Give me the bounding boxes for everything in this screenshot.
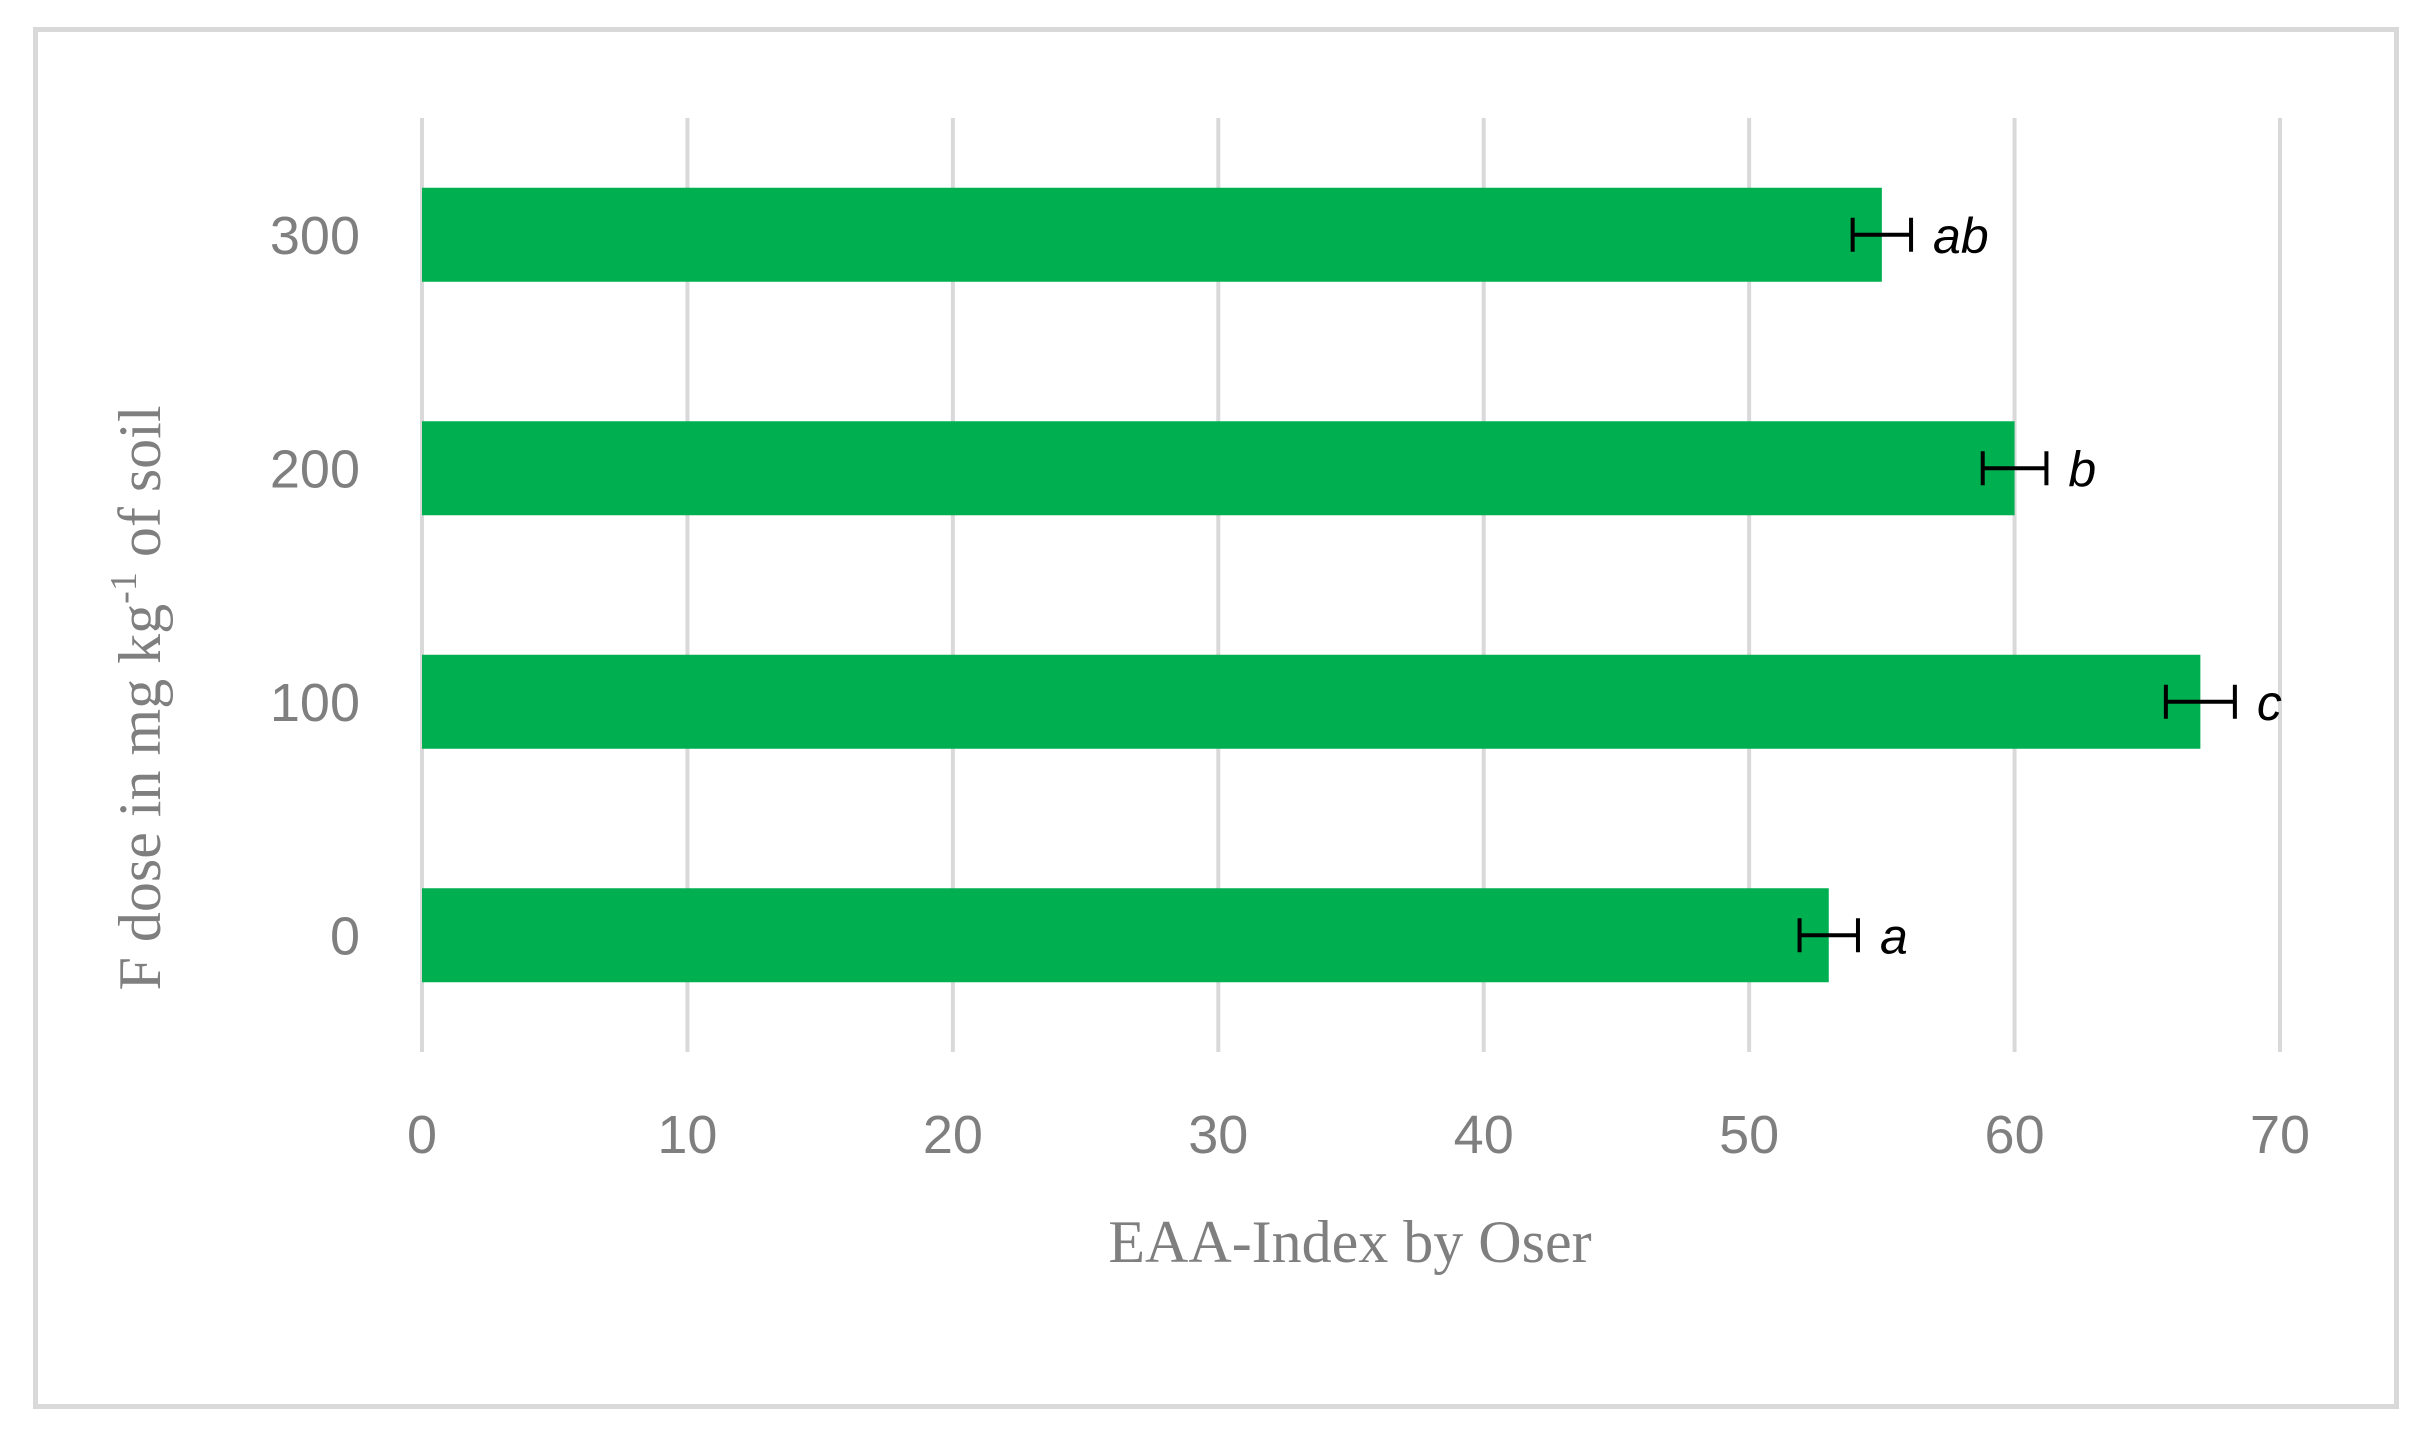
significance-label: c: [2257, 675, 2282, 731]
x-axis-title: EAA-Index by Oser: [1108, 1209, 1591, 1275]
error-bars: [1797, 217, 2237, 953]
error-bar: [1850, 217, 1914, 252]
bar: [422, 421, 2015, 516]
y-tick-labels: 0 100 200 300: [270, 206, 360, 967]
y-axis-title-superscript: -1: [103, 572, 145, 604]
x-tick-labels: 0 10 20 30 40 50 60 70: [407, 1105, 2310, 1165]
bar: [422, 654, 2201, 749]
x-tick-label: 70: [2250, 1105, 2310, 1165]
error-bar: [2163, 684, 2237, 719]
x-tick-label: 60: [1985, 1105, 2045, 1165]
significance-label: b: [2068, 441, 2096, 497]
y-axis-title-suffix: of soil: [107, 405, 173, 572]
bar: [422, 187, 1882, 282]
y-tick-label: 200: [270, 439, 360, 499]
significance-label: a: [1880, 908, 1908, 964]
x-tick-label: 20: [923, 1105, 983, 1165]
y-tick-label: 0: [330, 906, 360, 966]
significance-label: ab: [1933, 208, 1989, 264]
x-tick-label: 40: [1454, 1105, 1514, 1165]
bar: [422, 888, 1829, 983]
x-tick-label: 30: [1188, 1105, 1248, 1165]
y-axis-title: F dose in mg kg-1 of soil: [103, 405, 173, 990]
y-tick-label: 100: [270, 673, 360, 733]
y-axis-title-main: F dose in mg kg: [107, 604, 173, 991]
y-tick-label: 300: [270, 206, 360, 266]
x-tick-label: 10: [657, 1105, 717, 1165]
error-bar: [1797, 918, 1860, 953]
error-bar: [1980, 451, 2049, 486]
x-tick-label: 0: [407, 1105, 437, 1165]
bars: [422, 187, 2201, 983]
significance-labels: a c b ab: [1880, 208, 2282, 965]
x-tick-label: 50: [1719, 1105, 1779, 1165]
